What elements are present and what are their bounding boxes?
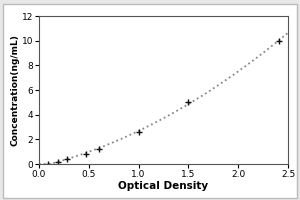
Y-axis label: Concentration(ng/mL): Concentration(ng/mL) <box>10 34 19 146</box>
X-axis label: Optical Density: Optical Density <box>118 181 208 191</box>
